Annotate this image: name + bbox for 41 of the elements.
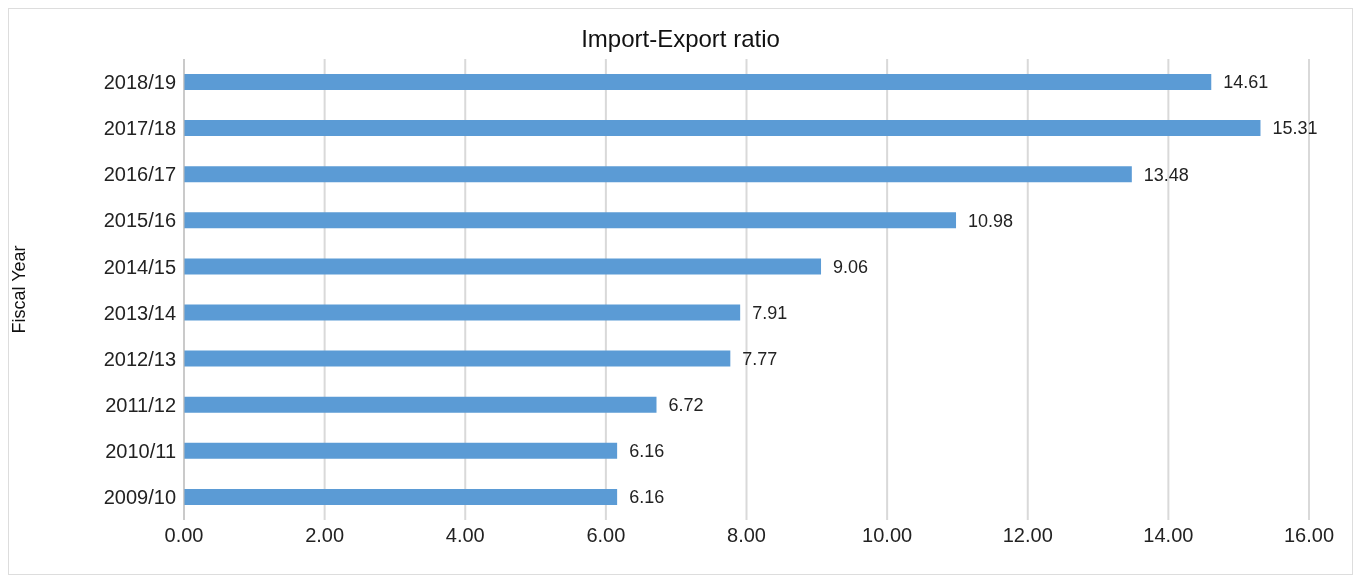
data-label: 14.61: [1223, 72, 1269, 93]
y-tick-label: 2011/12: [105, 393, 176, 416]
x-tick-label: 6.00: [586, 524, 626, 547]
y-tick-label: 2013/14: [103, 301, 176, 324]
bar: [184, 120, 1261, 137]
y-tick-label: 2010/11: [105, 439, 176, 462]
x-tick-label: 14.00: [1143, 524, 1194, 547]
y-tick-label: 2009/10: [103, 486, 176, 509]
y-tick-label: 2018/19: [103, 71, 176, 94]
chart-title: Import-Export ratio: [580, 24, 781, 54]
bar: [184, 258, 822, 275]
data-label: 15.31: [1272, 118, 1318, 139]
x-tick-label: 2.00: [305, 524, 345, 547]
bar: [184, 396, 657, 413]
data-label: 7.77: [742, 348, 778, 369]
data-label: 10.98: [968, 210, 1014, 231]
data-label: 13.48: [1143, 164, 1189, 185]
data-label: 6.16: [629, 441, 665, 462]
x-tick-label: 4.00: [445, 524, 485, 547]
bar: [184, 74, 1212, 90]
x-tick-label: 10.00: [862, 524, 913, 547]
x-tick-label: 12.00: [1002, 524, 1053, 547]
y-tick-label: 2015/16: [103, 209, 176, 232]
bar: [184, 442, 618, 459]
bar: [184, 488, 618, 505]
data-label: 6.16: [629, 487, 665, 508]
y-tick-label: 2012/13: [103, 347, 176, 370]
bar: [184, 166, 1132, 183]
bar: [184, 212, 957, 229]
y-tick-label: 2016/17: [103, 163, 176, 186]
x-tick-label: 8.00: [727, 524, 766, 547]
data-label: 6.72: [668, 395, 704, 416]
bar: [184, 350, 731, 367]
bar: [184, 304, 741, 321]
x-tick-label: 0.00: [164, 524, 204, 547]
x-tick-label: 16.00: [1283, 524, 1335, 547]
y-tick-label: 2017/18: [103, 117, 176, 140]
data-label: 7.91: [752, 302, 788, 323]
y-tick-label: 2014/15: [103, 255, 176, 278]
data-label: 9.06: [833, 256, 869, 277]
y-axis-title: Fiscal Year: [9, 245, 30, 334]
